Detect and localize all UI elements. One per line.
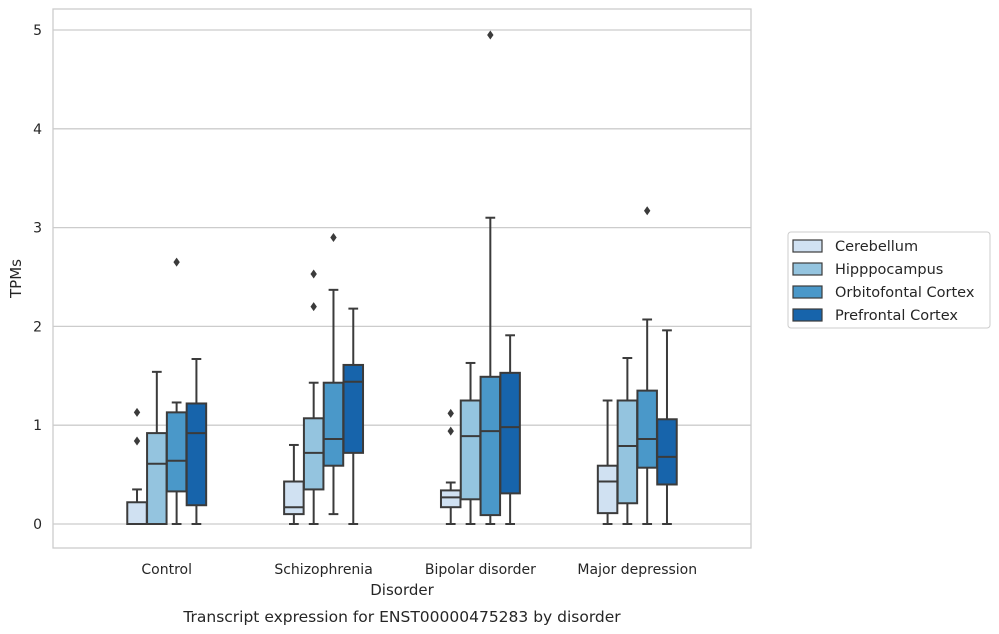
box-iqr xyxy=(596,464,619,515)
legend: Cerebellum Hipppocampus Orbitofontal Corte… xyxy=(787,231,991,329)
box-hipppocampus-2 xyxy=(459,361,482,525)
legend-swatch-prefrontal-cortex xyxy=(792,308,823,322)
box-hipppocampus-0 xyxy=(146,370,168,526)
y-tick-label-0: 0 xyxy=(33,517,42,533)
x-tick-label-schizophrenia: Schizophrenia xyxy=(274,562,372,578)
box-iqr xyxy=(146,432,168,526)
box-prefrontal-cortex-1 xyxy=(342,307,365,525)
box-prefrontal-cortex-2 xyxy=(499,334,521,525)
box-hipppocampus-3 xyxy=(616,357,639,525)
box-iqr xyxy=(126,501,148,526)
x-tick-label-bipolar-disorder: Bipolar disorder xyxy=(425,562,536,578)
legend-swatch-cerebellum xyxy=(792,239,823,253)
box-iqr xyxy=(342,363,365,454)
plot-frame xyxy=(52,8,752,549)
y-tick-labels: 0 1 2 3 4 5 xyxy=(33,23,42,533)
box-layer xyxy=(126,30,678,526)
box-iqr xyxy=(322,381,345,467)
outlier-marker xyxy=(487,30,494,40)
outlier-marker xyxy=(447,426,454,436)
outlier-marker xyxy=(643,206,651,216)
box-cerebellum-3 xyxy=(596,399,619,525)
x-axis-label: Disorder xyxy=(370,581,434,599)
box-orbitofontal-cortex-1 xyxy=(322,232,345,516)
legend-frame xyxy=(787,231,991,329)
box-iqr xyxy=(616,399,639,505)
outlier-marker xyxy=(310,302,317,312)
legend-swatch-orbitofontal-cortex xyxy=(792,285,823,299)
y-tick-label-4: 4 xyxy=(33,122,42,138)
box-cerebellum-2 xyxy=(439,408,462,525)
x-tick-labels: Control Schizophrenia Bipolar disorder Majo… xyxy=(141,562,697,578)
legend-swatch-hipppocampus xyxy=(792,262,823,276)
legend-label-hipppocampus: Hipppocampus xyxy=(835,262,943,278)
legend-label-orbitofontal-cortex: Orbitofontal Cortex xyxy=(835,285,975,301)
legend-label-prefrontal-cortex: Prefrontal Cortex xyxy=(835,308,958,324)
outlier-marker xyxy=(310,269,317,279)
legend-label-cerebellum: Cerebellum xyxy=(835,239,918,255)
box-iqr xyxy=(165,411,188,493)
x-tick-label-major-depression: Major depression xyxy=(577,562,697,578)
box-iqr xyxy=(439,489,462,509)
box-iqr xyxy=(185,402,208,507)
box-prefrontal-cortex-3 xyxy=(656,329,678,525)
box-prefrontal-cortex-0 xyxy=(185,358,208,525)
box-iqr xyxy=(636,389,658,469)
outlier-marker xyxy=(133,407,141,417)
x-tick-label-control: Control xyxy=(141,562,192,578)
outlier-marker xyxy=(133,436,141,446)
outlier-marker xyxy=(330,232,337,242)
outlier-marker xyxy=(447,408,454,418)
y-tick-label-1: 1 xyxy=(33,418,42,434)
box-iqr xyxy=(656,418,678,486)
y-tick-label-5: 5 xyxy=(33,23,42,39)
y-tick-label-2: 2 xyxy=(33,319,42,335)
box-cerebellum-1 xyxy=(283,443,305,525)
box-iqr xyxy=(283,480,305,516)
box-iqr xyxy=(479,375,502,517)
box-hipppocampus-1 xyxy=(302,269,325,525)
box-iqr xyxy=(499,371,521,495)
box-orbitofontal-cortex-0 xyxy=(165,257,188,525)
box-orbitofontal-cortex-2 xyxy=(479,30,502,525)
y-axis-label: TPMs xyxy=(7,259,25,299)
box-iqr xyxy=(459,399,482,501)
box-orbitofontal-cortex-3 xyxy=(636,206,658,525)
y-tick-label-3: 3 xyxy=(33,221,42,237)
chart-caption: Transcript expression for ENST0000047528… xyxy=(182,608,621,626)
outlier-marker xyxy=(173,257,180,267)
